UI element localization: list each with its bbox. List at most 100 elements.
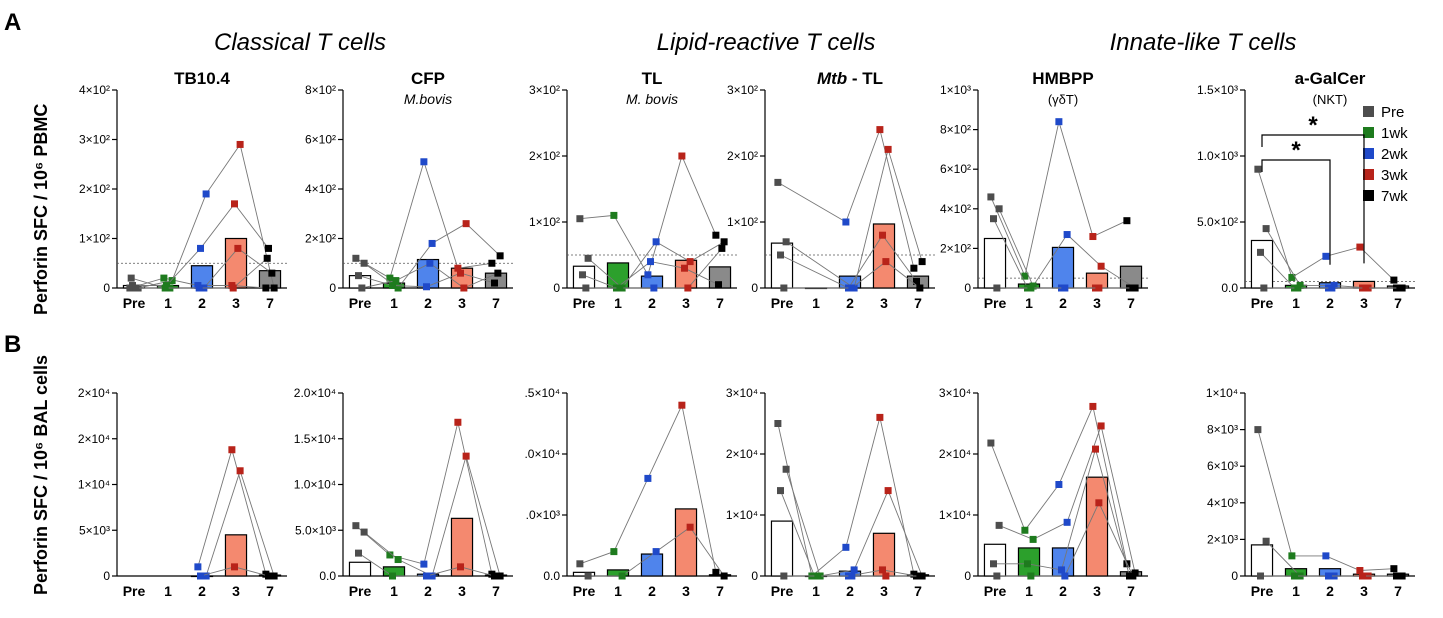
data-point [491,572,499,580]
chart-panel-b1: 0 5×10³ 1×10⁴ 2×10⁴ 2×10⁴ Pre 1 2 3 7 [78,386,287,599]
data-point [842,218,850,226]
data-point [202,572,210,580]
panel-title: CFP [411,69,445,88]
data-point [1092,445,1100,453]
data-point [352,522,360,530]
data-point [426,259,434,267]
subject-line [780,490,917,577]
x-tick-label: 2 [1326,295,1334,311]
data-point [1095,284,1103,292]
x-tick-label: 2 [1326,583,1334,599]
data-point [1291,572,1299,580]
y-tick-label: 4×10² [940,202,971,216]
data-point [160,274,168,282]
x-tick-label: 7 [716,583,724,599]
x-tick-label: Pre [573,295,596,311]
data-point [420,560,428,568]
bar-pre [770,242,794,289]
panel-label-b: B [4,331,21,358]
legend: Pre 1wk 2wk 3wk 7wk [1363,104,1408,205]
data-point [1021,272,1029,280]
data-point [1328,284,1336,292]
y-tick-label: 3×10² [79,133,110,147]
legend-swatch [1363,127,1374,138]
data-point [236,467,244,475]
subject-line [579,154,717,276]
subject-line [1257,429,1394,571]
x-tick-label: 3 [1093,295,1101,311]
legend-label: 2wk [1381,146,1408,163]
data-point [168,277,176,285]
data-point [684,284,692,292]
data-point [1055,118,1063,126]
chart-panel-a2: 0 2×10² 4×10² 6×10² 8×10² Pre 1 2 3 7 CFP M.bovis [305,69,513,311]
group-title-lipid: Lipid-reactive T cells [657,29,876,56]
y-tick-label: 2×10² [529,149,560,163]
y-tick-label: 5.0×10³ [295,523,336,537]
data-point [995,205,1003,213]
y-tick-label: 2×10⁴ [78,432,110,446]
data-point [916,572,924,580]
data-point [236,140,244,148]
data-point [462,220,470,228]
data-point [916,284,924,292]
panel-title: TL [642,69,663,88]
y-tick-label: 1.5×10³ [1197,83,1238,97]
y-tick-label: 1×10² [529,215,560,229]
y-tick-label: 2×10² [940,241,971,255]
data-point [715,281,723,289]
y-tick-label: 2.0×10⁴ [294,386,336,400]
data-point [774,178,782,186]
data-point [197,572,205,580]
data-point [352,254,360,262]
y-tick-label: 8×10² [305,83,336,97]
subject-line [780,234,917,289]
data-point [1089,402,1097,410]
data-point [229,284,237,292]
bar-2 [640,553,664,577]
data-point [1129,284,1137,292]
x-tick-label: 1 [164,295,172,311]
data-point [355,272,363,280]
y-tick-label: 2×10² [727,149,758,163]
chart-panel-b6: 0 2×10³ 4×10³ 6×10³ 8×10³ 1×10⁴ Pre 1 2 3 7 [1206,386,1415,599]
data-point [616,284,624,292]
panel-title: Mtb - TL [817,69,883,88]
y-tick-label: .0×10³ [526,508,560,522]
data-point [1129,572,1137,580]
data-point [780,572,788,580]
bar-pre [770,520,794,577]
data-point [195,284,203,292]
data-point [814,572,822,580]
data-point [262,284,270,292]
data-point [879,566,887,574]
data-point [1024,560,1032,568]
legend-swatch [1363,190,1374,201]
data-point [1063,518,1071,526]
subject-line [363,454,501,577]
data-point [576,560,584,568]
y-tick-label: 3×10² [529,83,560,97]
data-point [270,284,278,292]
data-point [876,126,884,134]
data-point [681,264,689,272]
y-tick-label: 3×10⁴ [726,386,758,400]
data-point [652,238,660,246]
data-point [1097,422,1105,430]
data-point [265,572,273,580]
x-tick-label: 2 [1059,583,1067,599]
data-point [1359,572,1367,580]
data-point [1021,526,1029,534]
y-tick-label: 2×10⁴ [726,447,758,461]
bar-pre [983,543,1007,577]
bar-3 [450,517,474,577]
data-point [1097,262,1105,270]
group-title-classical: Classical T cells [214,29,386,56]
data-point [652,548,660,556]
panel-subtitle: M. bovis [626,91,678,107]
subject-line [785,147,923,289]
data-point [850,566,858,574]
data-point [460,284,468,292]
panel-subtitle: (NKT) [1313,92,1348,107]
group-title-innate: Innate-like T cells [1110,29,1297,56]
